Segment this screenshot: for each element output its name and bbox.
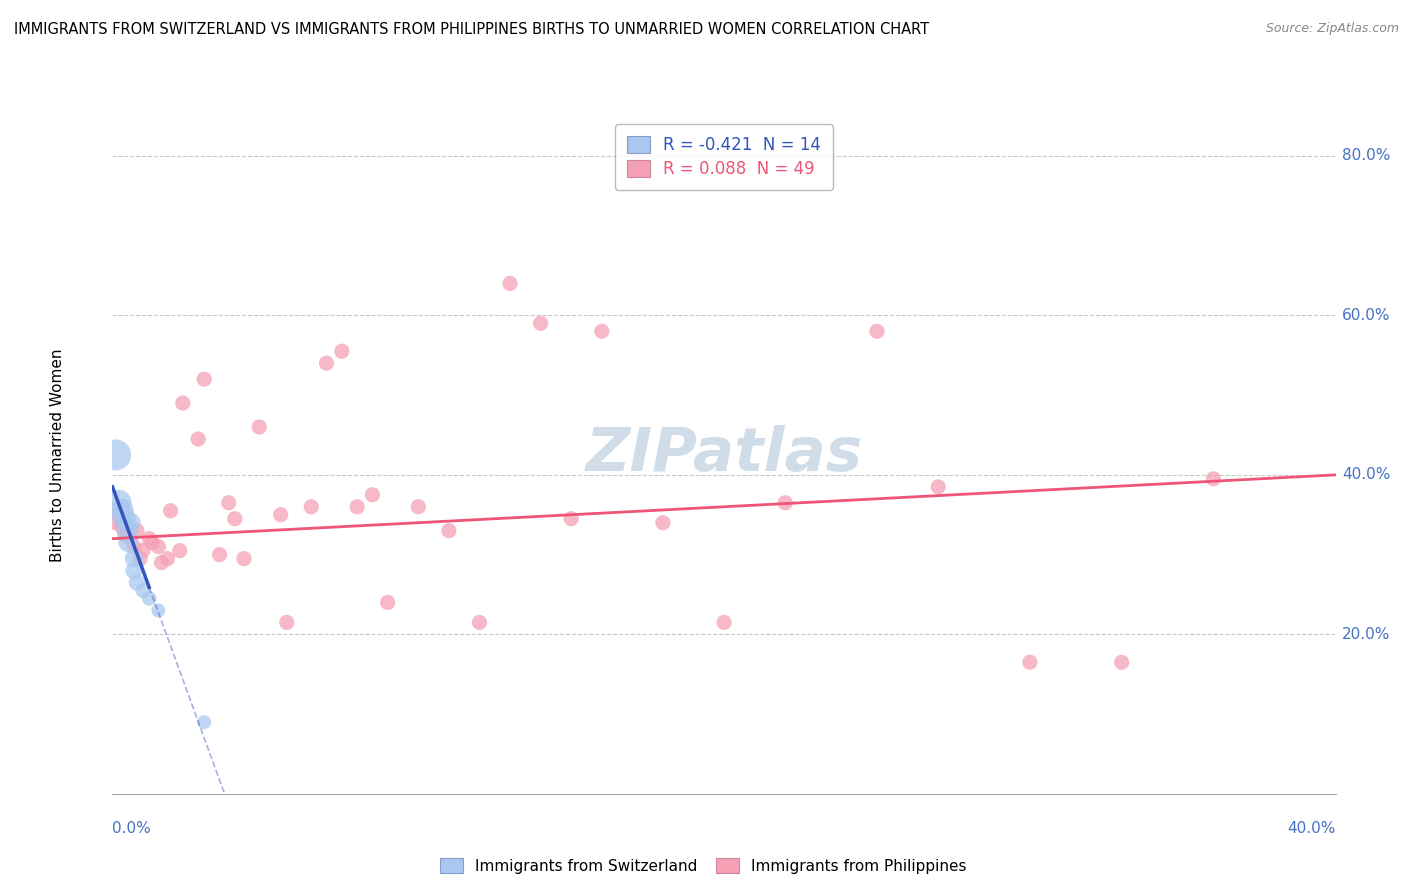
Point: [111, 500, 134, 514]
Point: [117, 535, 139, 549]
Point: [132, 583, 155, 598]
Point: [530, 316, 553, 330]
Point: [125, 524, 148, 538]
Point: [299, 500, 322, 514]
Point: [713, 615, 735, 630]
Point: [330, 344, 353, 359]
Point: [111, 504, 134, 518]
Point: [315, 356, 337, 370]
Legend: Immigrants from Switzerland, Immigrants from Philippines: Immigrants from Switzerland, Immigrants …: [433, 852, 973, 880]
Point: [122, 564, 145, 578]
Point: [652, 516, 675, 530]
Point: [138, 532, 160, 546]
Point: [499, 277, 522, 291]
Point: [148, 603, 170, 617]
Point: [346, 500, 368, 514]
Point: [1202, 472, 1225, 486]
Text: 40.0%: 40.0%: [1341, 467, 1391, 483]
Point: [361, 488, 384, 502]
Point: [104, 448, 127, 462]
Point: [156, 551, 179, 566]
Point: [193, 715, 215, 730]
Point: [927, 480, 949, 494]
Point: [122, 540, 145, 554]
Point: [159, 504, 181, 518]
Point: [122, 551, 145, 566]
Point: [107, 508, 129, 522]
Text: 40.0%: 40.0%: [1288, 821, 1336, 836]
Point: [866, 324, 889, 338]
Point: [107, 496, 129, 510]
Text: 20.0%: 20.0%: [1341, 627, 1391, 642]
Point: [218, 496, 240, 510]
Point: [117, 524, 139, 538]
Point: [560, 512, 582, 526]
Point: [172, 396, 194, 410]
Text: Source: ZipAtlas.com: Source: ZipAtlas.com: [1265, 22, 1399, 36]
Point: [120, 532, 142, 546]
Point: [591, 324, 613, 338]
Point: [233, 551, 256, 566]
Point: [120, 516, 142, 530]
Point: [1111, 655, 1133, 669]
Point: [169, 543, 191, 558]
Text: 0.0%: 0.0%: [112, 821, 152, 836]
Point: [104, 516, 127, 530]
Point: [193, 372, 215, 386]
Point: [208, 548, 231, 562]
Point: [111, 519, 134, 533]
Point: [276, 615, 298, 630]
Legend: R = -0.421  N = 14, R = 0.088  N = 49: R = -0.421 N = 14, R = 0.088 N = 49: [616, 124, 832, 190]
Text: IMMIGRANTS FROM SWITZERLAND VS IMMIGRANTS FROM PHILIPPINES BIRTHS TO UNMARRIED W: IMMIGRANTS FROM SWITZERLAND VS IMMIGRANT…: [14, 22, 929, 37]
Point: [224, 512, 246, 526]
Point: [132, 543, 155, 558]
Point: [129, 551, 152, 566]
Text: ZIPatlas: ZIPatlas: [585, 425, 863, 484]
Point: [114, 512, 136, 526]
Point: [775, 496, 797, 510]
Point: [377, 595, 399, 609]
Text: Births to Unmarried Women: Births to Unmarried Women: [51, 348, 65, 562]
Point: [1018, 655, 1040, 669]
Point: [247, 420, 270, 434]
Point: [114, 527, 136, 541]
Point: [141, 535, 163, 549]
Point: [148, 540, 170, 554]
Point: [138, 591, 160, 606]
Point: [150, 556, 173, 570]
Point: [125, 575, 148, 590]
Text: 60.0%: 60.0%: [1341, 308, 1391, 323]
Point: [408, 500, 430, 514]
Text: 80.0%: 80.0%: [1341, 148, 1391, 163]
Point: [187, 432, 209, 446]
Point: [437, 524, 460, 538]
Point: [270, 508, 292, 522]
Point: [468, 615, 491, 630]
Point: [117, 524, 139, 538]
